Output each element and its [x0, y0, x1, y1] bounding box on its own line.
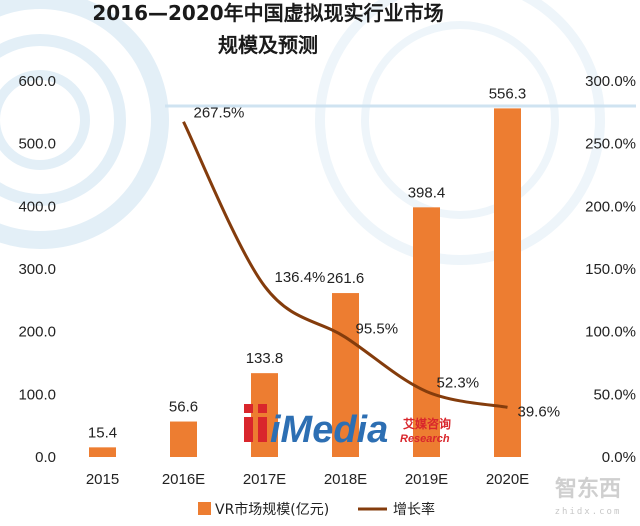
bar-data-label: 15.4 — [88, 424, 117, 441]
left-tick-label: 0.0 — [35, 449, 56, 466]
line-data-label: 267.5% — [194, 105, 245, 122]
watermark: 智东西 zhidx.com — [555, 476, 622, 517]
x-tick-label: 2017E — [243, 471, 286, 488]
svg-text:艾媒咨询: 艾媒咨询 — [403, 416, 451, 431]
x-tick-label: 2016E — [162, 471, 205, 488]
growth-rate-line — [182, 121, 508, 409]
svg-text:iMedia: iMedia — [270, 409, 388, 451]
bar-2018E — [332, 293, 359, 457]
chart-title-line1: 2016—2020年中国虚拟现实行业市场 — [92, 1, 443, 25]
bar-series — [89, 108, 521, 458]
left-tick-label: 600.0 — [18, 73, 56, 90]
right-tick-label: 250.0% — [585, 136, 636, 153]
right-axis: 0.0% 50.0% 100.0% 150.0% 200.0% 250.0% 300.0% — [585, 73, 636, 466]
right-tick-label: 200.0% — [585, 198, 636, 215]
bar-data-label: 398.4 — [408, 184, 446, 201]
left-tick-label: 200.0 — [18, 324, 56, 341]
right-tick-label: 100.0% — [585, 324, 636, 341]
right-tick-label: 50.0% — [593, 386, 636, 403]
legend-bar-swatch — [198, 502, 211, 515]
left-tick-label: 300.0 — [18, 261, 56, 278]
legend: VR市场规模(亿元) 增长率 — [198, 501, 435, 518]
right-tick-label: 300.0% — [585, 73, 636, 90]
bar-2020E — [494, 108, 521, 458]
bar-2015 — [89, 447, 116, 457]
x-axis: 2015 2016E 2017E 2018E 2019E 2020E — [86, 471, 529, 488]
line-data-label: 136.4% — [275, 269, 326, 286]
legend-line-label: 增长率 — [393, 501, 435, 518]
background-decoration — [0, 0, 605, 265]
chart-title-line2: 规模及预测 — [218, 33, 318, 57]
x-tick-label: 2015 — [86, 471, 119, 488]
line-data-label: 39.6% — [518, 403, 561, 420]
x-tick-label: 2018E — [324, 471, 367, 488]
left-tick-label: 500.0 — [18, 136, 56, 153]
legend-bar-label: VR市场规模(亿元) — [215, 501, 329, 518]
bar-2016E — [170, 421, 197, 457]
line-data-label: 95.5% — [356, 320, 399, 337]
left-tick-label: 100.0 — [18, 386, 56, 403]
x-tick-label: 2019E — [405, 471, 448, 488]
svg-text:Research: Research — [400, 433, 450, 445]
bar-2017E — [251, 373, 278, 457]
bar-data-label: 133.8 — [246, 350, 284, 367]
bar-2019E — [413, 207, 440, 457]
watermark-text: 智东西 — [555, 476, 621, 502]
imedia-logo: iMedia 艾媒咨询 Research — [244, 404, 451, 451]
bar-data-labels: 15.4 56.6 133.8 261.6 398.4 556.3 — [88, 85, 526, 441]
bar-data-label: 56.6 — [169, 399, 198, 416]
watermark-sub: zhidx.com — [555, 507, 622, 517]
bar-data-label: 556.3 — [489, 85, 527, 102]
left-axis: 0.0 100.0 200.0 300.0 400.0 500.0 600.0 — [18, 73, 56, 466]
x-tick-label: 2020E — [486, 471, 529, 488]
left-tick-label: 400.0 — [18, 198, 56, 215]
line-data-label: 52.3% — [437, 374, 480, 391]
bar-data-label: 261.6 — [327, 270, 365, 287]
line-series — [182, 121, 508, 409]
line-data-labels: 267.5% 136.4% 95.5% 52.3% 39.6% — [194, 105, 561, 421]
right-tick-label: 150.0% — [585, 261, 636, 278]
right-tick-label: 0.0% — [602, 449, 636, 466]
